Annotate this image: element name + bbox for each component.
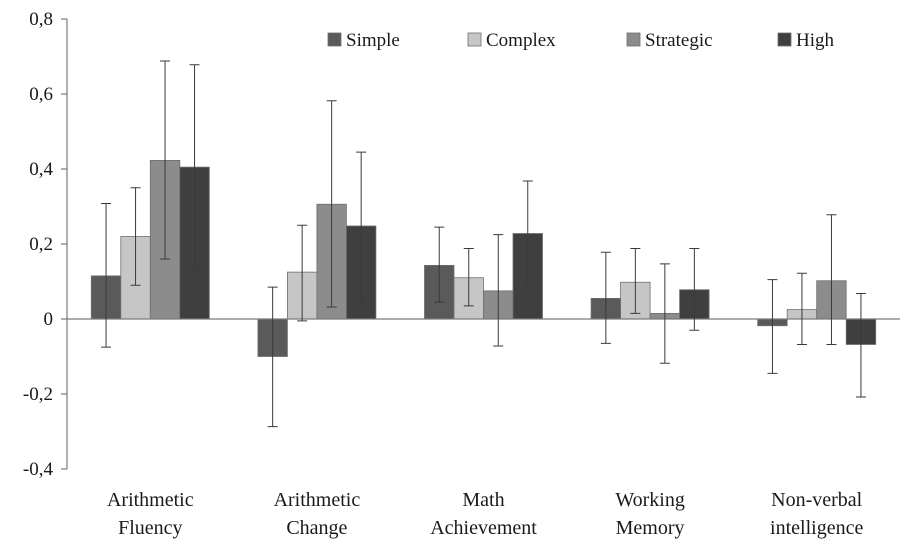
x-category-label: Change (286, 517, 347, 539)
legend-swatch-simple (327, 32, 342, 47)
legend-label-high: High (796, 30, 835, 51)
legend-label-complex: Complex (486, 30, 556, 51)
legend-label-simple: Simple (346, 30, 400, 51)
legend-swatch-complex (467, 32, 482, 47)
legend-swatch-high (777, 32, 792, 47)
y-tick-label: 0,6 (29, 84, 53, 105)
x-category-label: Arithmetic (107, 489, 194, 511)
y-tick-label: 0,2 (29, 234, 53, 255)
y-tick-label: 0,4 (29, 159, 53, 180)
x-category-label: Math (462, 489, 504, 511)
y-tick-label: -0,4 (23, 459, 54, 480)
x-category-label: Fluency (118, 517, 182, 539)
x-category-label: Arithmetic (274, 489, 361, 511)
x-category-label: Non-verbal (771, 489, 863, 511)
x-category-label: Working (615, 489, 685, 511)
x-category-label: Achievement (430, 517, 537, 539)
legend-swatch-strategic (626, 32, 641, 47)
y-tick-label: -0,2 (23, 384, 53, 405)
x-category-label: intelligence (770, 517, 863, 539)
x-category-label: Memory (616, 517, 685, 539)
y-tick-label: 0 (44, 309, 54, 330)
legend-label-strategic: Strategic (645, 30, 713, 51)
y-tick-label: 0,8 (29, 9, 53, 30)
